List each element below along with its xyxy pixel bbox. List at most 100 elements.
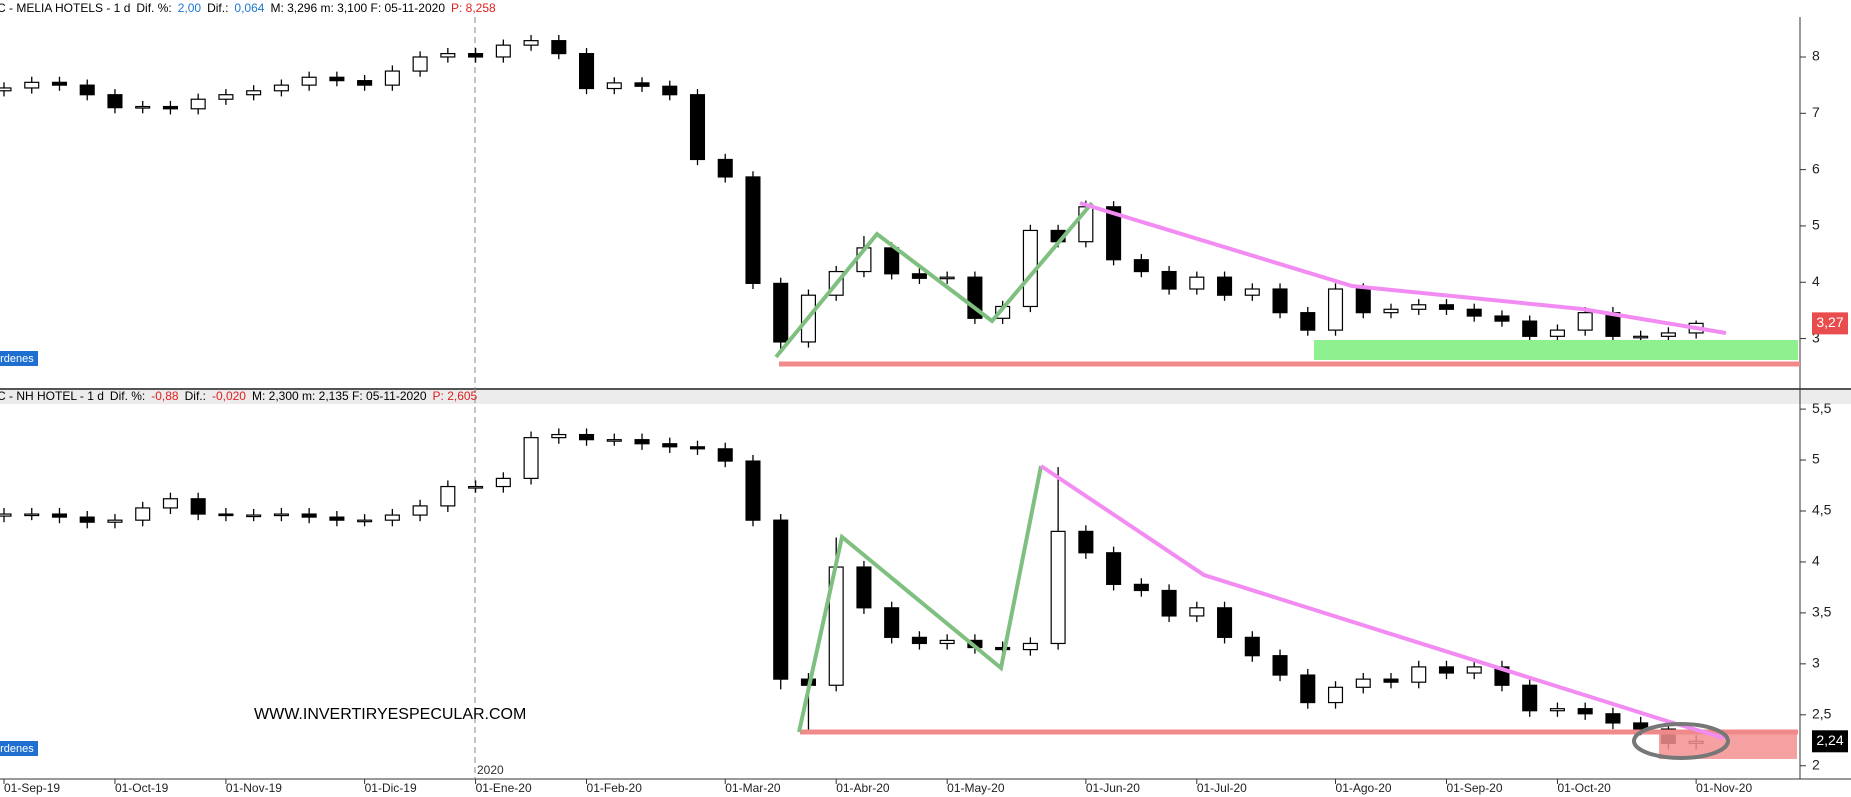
candle-body [1272, 288, 1288, 314]
y-tick-label: 7 [1812, 104, 1820, 120]
candle-body [995, 646, 1011, 651]
candle-body [135, 105, 151, 109]
candle-body [662, 85, 678, 96]
candle-body [1217, 276, 1233, 296]
last-price-label: 2,24 [1816, 732, 1843, 748]
candle-body [1161, 270, 1177, 290]
candle-body [1327, 686, 1344, 704]
header-part: Dif. %: [110, 389, 145, 403]
x-tick-label: 01-May-20 [947, 781, 1005, 795]
candle-body [301, 76, 317, 86]
x-tick-label: 01-Nov-20 [1696, 781, 1752, 795]
candle-body [1300, 674, 1316, 704]
candle-body [1633, 335, 1649, 339]
panel-header-band [0, 388, 1851, 404]
candle-body [662, 443, 678, 448]
x-tick-label: 01-Ago-20 [1336, 781, 1392, 795]
candle-body [357, 519, 373, 523]
y-tick-label: 5 [1812, 451, 1820, 467]
orders-button[interactable] [0, 741, 38, 756]
candle-body [51, 513, 68, 518]
candle-body [634, 82, 650, 87]
candle-body [689, 94, 706, 161]
y-tick-label: 3 [1812, 329, 1820, 345]
x-tick-label: 01-Jul-20 [1197, 781, 1247, 795]
header-part: M: 2,300 m: 2,135 F: 05-11-2020 [252, 389, 427, 403]
candle-body [51, 81, 68, 86]
y-tick-label: 5 [1812, 217, 1820, 233]
highlight-ellipse [1632, 722, 1730, 760]
candle-body [1383, 308, 1399, 314]
candle-body [1466, 666, 1482, 674]
candle-body [24, 81, 40, 89]
candle-body [1633, 722, 1649, 730]
candle-body [273, 84, 289, 92]
candle-body [1244, 636, 1260, 657]
candle-body [1106, 206, 1122, 261]
candle-body [357, 80, 373, 86]
candle-body [24, 513, 40, 517]
candle-body [689, 446, 706, 450]
candle-body [1466, 308, 1482, 317]
candle-body [579, 433, 595, 441]
candle-body [329, 76, 345, 82]
header-part: Dif. %: [136, 1, 171, 15]
y-tick-label: 2 [1812, 756, 1820, 772]
candle-body [246, 90, 262, 96]
y-tick-label: 6 [1812, 160, 1820, 176]
orders-button-label[interactable]: ordenes [0, 353, 34, 365]
candle-body [218, 94, 234, 100]
candle-body [107, 94, 123, 109]
candle-body [551, 433, 567, 439]
candle-body [246, 514, 262, 518]
x-tick-label: 01-Feb-20 [587, 781, 643, 795]
last-price-box [1812, 730, 1848, 753]
header-part: -0,88 [151, 389, 179, 403]
last-price-box [1812, 312, 1848, 335]
header-part: 2,00 [178, 1, 202, 15]
candle-body [856, 566, 872, 609]
candle-body [1244, 288, 1260, 296]
candle-body [939, 639, 955, 645]
zigzag-line [797, 465, 1043, 733]
candle-body [384, 514, 400, 521]
chart-header: MC - MELIA HOTELS - 1 d Dif. %: 2,00 Dif.: 0… [0, 1, 496, 15]
candle-body [911, 636, 927, 645]
candle-body [1438, 666, 1455, 674]
candle-body [468, 485, 484, 489]
candle-body [1189, 276, 1205, 290]
x-tick-label: 01-Dic-19 [365, 781, 417, 795]
candle-body [384, 70, 400, 86]
candle-body [579, 53, 595, 90]
candle-body [773, 519, 789, 680]
orders-button[interactable] [0, 351, 38, 366]
candle-body [412, 505, 428, 516]
candle-body [523, 40, 539, 46]
header-part: M: 3,296 m: 3,100 F: 05-11-2020 [270, 1, 445, 15]
candle-body [162, 498, 178, 509]
header-part: Dif.: [207, 1, 228, 15]
candle-body [745, 460, 761, 521]
candle-body [1272, 655, 1288, 676]
header-part: 0,064 [234, 1, 264, 15]
candle-body [0, 513, 12, 517]
header-part: Dif.: [185, 389, 206, 403]
candle-body [412, 56, 428, 72]
candle-body [329, 516, 345, 521]
candle-body [1494, 315, 1510, 322]
y-tick-label: 2,5 [1812, 706, 1832, 722]
candle-body [1133, 259, 1149, 273]
candle-body [939, 276, 955, 280]
trend-line [1079, 201, 1727, 335]
candle-body [468, 53, 484, 58]
candle-body [1078, 530, 1094, 554]
y-tick-label: 3,5 [1812, 604, 1832, 620]
header-part: -0,020 [212, 389, 246, 403]
chart-header: MC - NH HOTEL - 1 d Dif. %: -0,88 Dif.: -0,0… [0, 389, 478, 403]
orders-button-label[interactable]: ordenes [0, 743, 34, 755]
candle-body [1300, 312, 1316, 331]
x-tick-label: 01-Oct-20 [1557, 781, 1611, 795]
header-part: MC - MELIA HOTELS - 1 d [0, 1, 130, 15]
candle-body [273, 513, 289, 517]
candle-body [551, 40, 567, 55]
